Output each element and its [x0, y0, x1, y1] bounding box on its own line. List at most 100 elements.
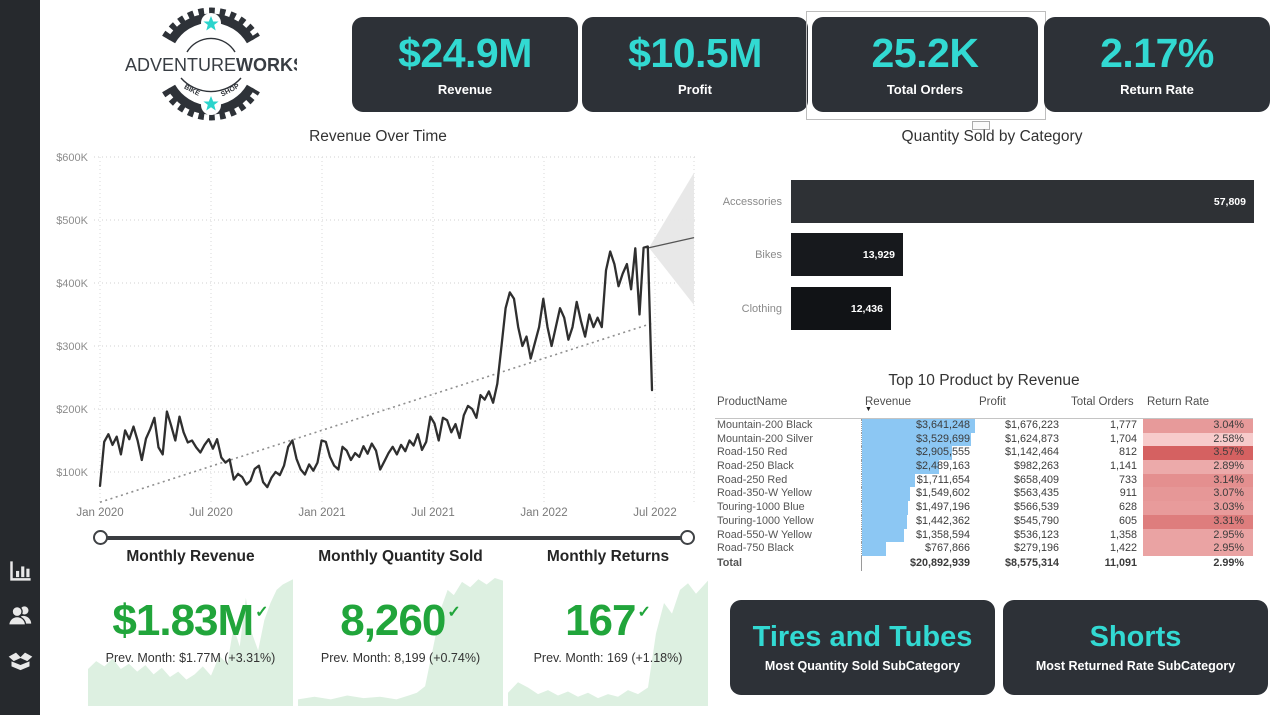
cell-total-orders: 1,777 — [1109, 419, 1137, 431]
cell-total-orders: 1,422 — [1109, 542, 1137, 555]
subcategory-card-most-returned[interactable]: Shorts Most Returned Rate SubCategory — [1003, 600, 1268, 695]
category-bar-row[interactable]: Accessories 57,809 — [710, 180, 1254, 223]
table-row[interactable]: Mountain-200 Black $3,641,248 $1,676,223 1,… — [715, 419, 1253, 433]
column-header[interactable]: Return Rate — [1147, 396, 1210, 408]
revenue-over-time-plot[interactable]: $600K $500K $400K $300K $200K $100K Jan 2020 Ju… — [48, 128, 708, 523]
kpi-value: $10.5M — [628, 29, 762, 76]
goal-check-icon: ✓ — [447, 604, 461, 621]
total-cell: 11,091 — [1104, 556, 1137, 569]
star-icon — [203, 16, 219, 31]
cell-product-name: Road-150 Red — [717, 446, 788, 459]
cell-revenue: $2,905,555 — [861, 446, 975, 461]
cell-profit: $658,409 — [1013, 473, 1059, 486]
category-bar[interactable]: 12,436 — [791, 287, 891, 330]
sparkline-fill — [88, 579, 293, 706]
column-header[interactable]: Revenue — [865, 396, 912, 408]
cell-profit: $1,142,464 — [1004, 446, 1059, 459]
monthly-kpi-subtitle: Prev. Month: $1.77M (+3.31%) — [105, 651, 276, 665]
revenue-data-bar — [862, 473, 916, 488]
cell-profit: $536,123 — [1013, 528, 1059, 541]
revenue-data-bar — [862, 542, 886, 556]
category-bar[interactable]: 57,809 — [791, 180, 1254, 223]
kpi-card-profit[interactable]: $10.5M Profit — [582, 17, 808, 112]
table-body: Mountain-200 Black $3,641,248 $1,676,223 1,… — [715, 419, 1253, 556]
kpi-card-revenue[interactable]: $24.9M Revenue — [352, 17, 578, 112]
y-axis-label: $400K — [56, 278, 88, 290]
table-row[interactable]: Road-550-W Yellow $1,358,594 $536,123 1,358… — [715, 528, 1253, 543]
table-total-row: Total $20,892,939 $8,575,314 11,091 2.99% — [715, 555, 1253, 571]
category-bar-row[interactable]: Bikes 13,929 — [710, 233, 903, 276]
revenue-data-bar — [862, 419, 975, 433]
cell-profit: $982,263 — [1013, 460, 1059, 473]
revenue-data-bar — [862, 432, 972, 447]
slider-handle-end[interactable] — [680, 530, 695, 545]
table-row[interactable]: Touring-1000 Yellow $1,442,362 $545,790 605… — [715, 514, 1253, 529]
cell-revenue: $1,711,654 — [861, 473, 975, 488]
category-bar[interactable]: 13,929 — [791, 233, 903, 276]
kpi-value: 2.17% — [1100, 29, 1214, 76]
cell-profit: $566,539 — [1013, 501, 1059, 514]
cell-product-name: Road-350-W Yellow — [717, 487, 812, 500]
y-axis-label: $300K — [56, 341, 88, 353]
subcategory-card-most-quantity[interactable]: Tires and Tubes Most Quantity Sold SubCa… — [730, 600, 995, 695]
section-title-monthly-returns: Monthly Returns — [546, 548, 670, 565]
cell-revenue: $3,641,248 — [861, 419, 975, 433]
cell-profit: $563,435 — [1013, 487, 1059, 500]
category-bar-row[interactable]: Clothing 12,436 — [710, 287, 891, 330]
cell-return-rate: 2.95% — [1143, 528, 1253, 543]
package-icon[interactable] — [7, 647, 34, 674]
revenue-data-bar — [862, 501, 909, 515]
table-header-row: ProductName Revenue Profit Total Orders Retu… — [715, 394, 1253, 419]
monthly-kpi-card-returns[interactable]: 167 ✓ Prev. Month: 169 (+1.18%) — [508, 574, 708, 706]
column-header[interactable]: ProductName — [717, 396, 788, 408]
cell-product-name: Touring-1000 Blue — [717, 501, 805, 514]
star-icon — [203, 96, 219, 111]
cell-return-rate: 3.57% — [1143, 446, 1253, 461]
sparkline-area — [88, 579, 293, 706]
y-axis-label: $200K — [56, 404, 88, 416]
cell-revenue: $1,549,602 — [861, 487, 975, 502]
monthly-kpi-subtitle: Prev. Month: 169 (+1.18%) — [533, 651, 683, 665]
cell-total-orders: 812 — [1118, 446, 1137, 459]
revenue-data-bar — [862, 446, 953, 461]
column-header[interactable]: Profit — [979, 396, 1006, 408]
x-axis-label: Jan 2020 — [76, 507, 123, 519]
table-row[interactable]: Touring-1000 Blue $1,497,196 $566,539 628 3.… — [715, 501, 1253, 515]
total-cell: Total — [717, 556, 742, 569]
kpi-card-return-rate[interactable]: 2.17% Return Rate — [1044, 17, 1270, 112]
kpi-value: 25.2K — [871, 29, 979, 76]
cell-return-rate: 3.04% — [1143, 419, 1253, 433]
sort-descending-icon[interactable]: ▼ — [865, 406, 872, 413]
people-icon[interactable] — [7, 602, 34, 629]
table-row[interactable]: Road-750 Black $767,866 $279,196 1,422 2.95% — [715, 542, 1253, 556]
column-header[interactable]: Total Orders — [1071, 396, 1134, 408]
cell-total-orders: 911 — [1119, 487, 1137, 500]
cell-product-name: Road-550-W Yellow — [717, 528, 812, 541]
cell-revenue: $1,442,362 — [861, 514, 975, 529]
revenue-data-bar — [862, 460, 940, 474]
subcategory-label: Most Returned Rate SubCategory — [1035, 658, 1236, 673]
cell-return-rate: 2.58% — [1143, 432, 1253, 447]
sparkline-area — [508, 580, 708, 706]
bar-value-label: 57,809 — [1213, 195, 1246, 208]
table-row[interactable]: Road-350-W Yellow $1,549,602 $563,435 911 3.… — [715, 487, 1253, 502]
bar-chart-title: Quantity Sold by Category — [901, 128, 1083, 145]
cell-product-name: Road-750 Black — [717, 542, 794, 555]
slider-track[interactable] — [100, 535, 688, 540]
selection-drag-handle[interactable] — [972, 121, 990, 130]
category-label: Accessories — [722, 195, 782, 208]
kpi-card-total-orders[interactable]: 25.2K Total Orders — [812, 17, 1038, 112]
cell-product-name: Mountain-200 Black — [717, 419, 813, 431]
table-row[interactable]: Road-250 Black $2,489,163 $982,263 1,141 2.8… — [715, 460, 1253, 474]
category-label: Bikes — [755, 248, 782, 261]
table-row[interactable]: Road-150 Red $2,905,555 $1,142,464 812 3.57% — [715, 446, 1253, 461]
table-row[interactable]: Road-250 Red $1,711,654 $658,409 733 3.14% — [715, 473, 1253, 488]
monthly-kpi-card-quantity[interactable]: 8,260 ✓ Prev. Month: 8,199 (+0.74%) — [298, 574, 503, 706]
monthly-kpi-card-revenue[interactable]: $1.83M ✓ Prev. Month: $1.77M (+3.31%) — [88, 574, 293, 706]
cell-return-rate: 3.31% — [1143, 514, 1253, 529]
bar-chart-icon[interactable] — [7, 558, 34, 585]
cell-return-rate: 2.95% — [1143, 542, 1253, 556]
kpi-value: $24.9M — [398, 29, 532, 76]
slider-handle-start[interactable] — [93, 530, 108, 545]
table-row[interactable]: Mountain-200 Silver $3,529,699 $1,624,873 1… — [715, 432, 1253, 447]
